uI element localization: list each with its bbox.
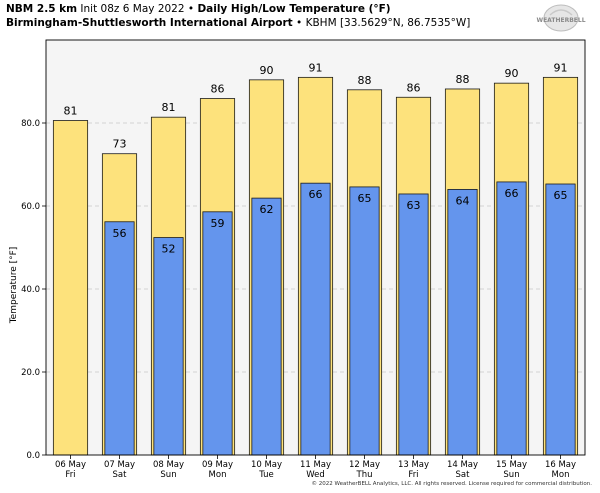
- x-tick-date: 06 May: [55, 460, 86, 470]
- x-tick-day: Thu: [356, 470, 373, 480]
- low-temp-label: 59: [211, 217, 225, 230]
- low-temp-label: 56: [113, 227, 127, 240]
- x-tick-date: 09 May: [202, 460, 233, 470]
- x-tick-day: Tue: [258, 470, 274, 480]
- low-temp-bar: [202, 211, 233, 456]
- x-tick-date: 15 May: [496, 460, 527, 470]
- station-name: Birmingham-Shuttlesworth International A…: [6, 17, 293, 29]
- chart-header-line1: NBM 2.5 km Init 08z 6 May 2022 • Daily H…: [6, 3, 391, 15]
- low-temp-label: 65: [358, 192, 372, 205]
- high-temp-label: 88: [456, 73, 470, 86]
- low-temp-bar: [104, 221, 135, 456]
- chart-header-line2: Birmingham-Shuttlesworth International A…: [6, 17, 470, 29]
- high-temp-label: 73: [113, 138, 127, 151]
- x-tick-date: 10 May: [251, 460, 282, 470]
- weatherbell-logo-icon: WEATHERBELL: [536, 4, 586, 32]
- x-tick-date: 13 May: [398, 460, 429, 470]
- x-tick-day: Sat: [113, 470, 128, 480]
- x-tick-date: 16 May: [545, 460, 576, 470]
- high-temp-label: 90: [260, 64, 274, 77]
- x-tick-day: Mon: [209, 470, 227, 480]
- x-tick-date: 11 May: [300, 460, 331, 470]
- low-temp-label: 63: [407, 199, 421, 212]
- y-tick-label: 80.0: [21, 119, 40, 129]
- low-temp-label: 62: [260, 203, 274, 216]
- high-temp-label: 88: [358, 74, 372, 87]
- y-tick-label: 0.0: [26, 451, 40, 461]
- product-title: Daily High/Low Temperature (°F): [197, 3, 391, 15]
- low-temp-label: 64: [456, 194, 470, 207]
- init-time: Init 08z 6 May 2022: [80, 3, 185, 15]
- high-temp-label: 91: [309, 61, 323, 74]
- high-temp-label: 91: [554, 61, 568, 74]
- high-temp-label: 90: [505, 67, 519, 80]
- low-temp-bar: [545, 183, 576, 456]
- x-tick-day: Sun: [503, 470, 519, 480]
- x-tick-day: Wed: [306, 470, 325, 480]
- high-temp-label: 86: [211, 83, 225, 96]
- y-tick-label: 60.0: [21, 202, 40, 212]
- low-temp-label: 66: [505, 187, 519, 200]
- separator: •: [296, 17, 303, 29]
- low-temp-bar: [300, 182, 331, 456]
- x-tick-day: Sat: [456, 470, 471, 480]
- y-tick-label: 20.0: [21, 368, 40, 378]
- x-tick-day: Fri: [408, 470, 418, 480]
- plot-frame: [45, 39, 586, 456]
- high-temp-label: 86: [407, 81, 421, 94]
- x-tick-date: 14 May: [447, 460, 478, 470]
- low-temp-bar: [496, 181, 527, 456]
- low-temp-bar: [447, 188, 478, 456]
- low-temp-bar: [153, 237, 184, 456]
- model-name: NBM 2.5 km: [6, 3, 78, 15]
- low-temp-label: 66: [309, 188, 323, 201]
- copyright-footer: © 2022 WeatherBELL Analytics, LLC. All r…: [311, 481, 592, 487]
- x-tick-day: Fri: [65, 470, 75, 480]
- separator: •: [187, 3, 195, 15]
- x-tick-date: 12 May: [349, 460, 380, 470]
- x-tick-date: 07 May: [104, 460, 135, 470]
- high-temp-bar: [52, 120, 89, 456]
- low-temp-label: 52: [162, 243, 176, 256]
- high-temp-label: 81: [162, 101, 176, 114]
- x-tick-day: Mon: [552, 470, 570, 480]
- low-temp-label: 65: [554, 189, 568, 202]
- logo-text: WEATHERBELL: [536, 17, 585, 24]
- y-axis-label: Temperature [°F]: [9, 247, 19, 325]
- x-tick-day: Sun: [160, 470, 176, 480]
- low-temp-bar: [349, 186, 380, 456]
- station-info: KBHM [33.5629°N, 86.7535°W]: [305, 17, 471, 29]
- low-temp-bar: [398, 193, 429, 456]
- x-tick-date: 08 May: [153, 460, 184, 470]
- y-tick-label: 40.0: [21, 285, 40, 295]
- bars: 81 73 56 81 52 86 59 90 62 91 66 88 65 86 63 88 64 90 66 91…: [52, 61, 579, 456]
- high-temp-label: 81: [64, 105, 78, 118]
- low-temp-bar: [251, 197, 282, 456]
